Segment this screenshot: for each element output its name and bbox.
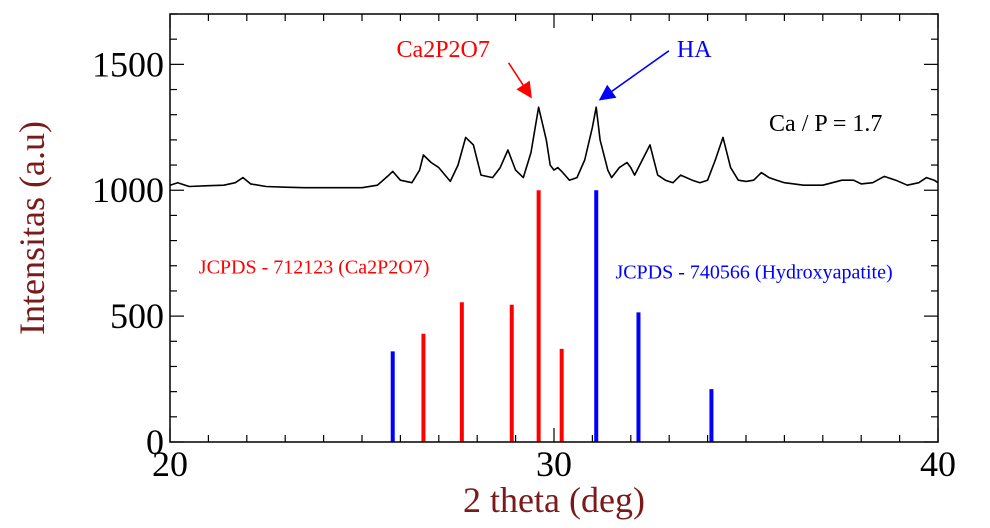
annotation-1: HA xyxy=(677,37,712,63)
annotation-3: JCPDS - 712123 (Ca2P2O7) xyxy=(199,256,430,278)
annotation-4: JCPDS - 740566 (Hydroxyapatite) xyxy=(615,261,892,283)
y-tick-label: 1500 xyxy=(92,44,164,84)
x-tick-label: 40 xyxy=(920,444,956,484)
annotation-0: Ca2P2O7 xyxy=(397,37,490,63)
y-axis-label: Intensitas (a.u) xyxy=(12,121,52,335)
measured-pattern-line xyxy=(169,106,939,189)
tick-labels: 20 30 40 0 500 1000 1500 xyxy=(92,44,956,484)
annotations: Ca2P2O7 HA Ca / P = 1.7 JCPDS - 712123 (Ca2… xyxy=(199,37,893,284)
axis-ticks xyxy=(169,13,939,443)
annotation-arrow xyxy=(598,50,670,101)
y-tick-label: 1000 xyxy=(92,170,164,210)
y-tick-label: 500 xyxy=(110,296,164,336)
plot-frame xyxy=(169,13,939,443)
x-tick-label: 20 xyxy=(152,444,188,484)
annotation-2: Ca / P = 1.7 xyxy=(769,111,882,137)
annotation-arrow xyxy=(507,62,532,99)
plot-area xyxy=(169,106,939,442)
x-tick-label: 30 xyxy=(536,444,572,484)
y-tick-label: 0 xyxy=(146,422,164,462)
x-axis-label: 2 theta (deg) xyxy=(463,480,645,520)
